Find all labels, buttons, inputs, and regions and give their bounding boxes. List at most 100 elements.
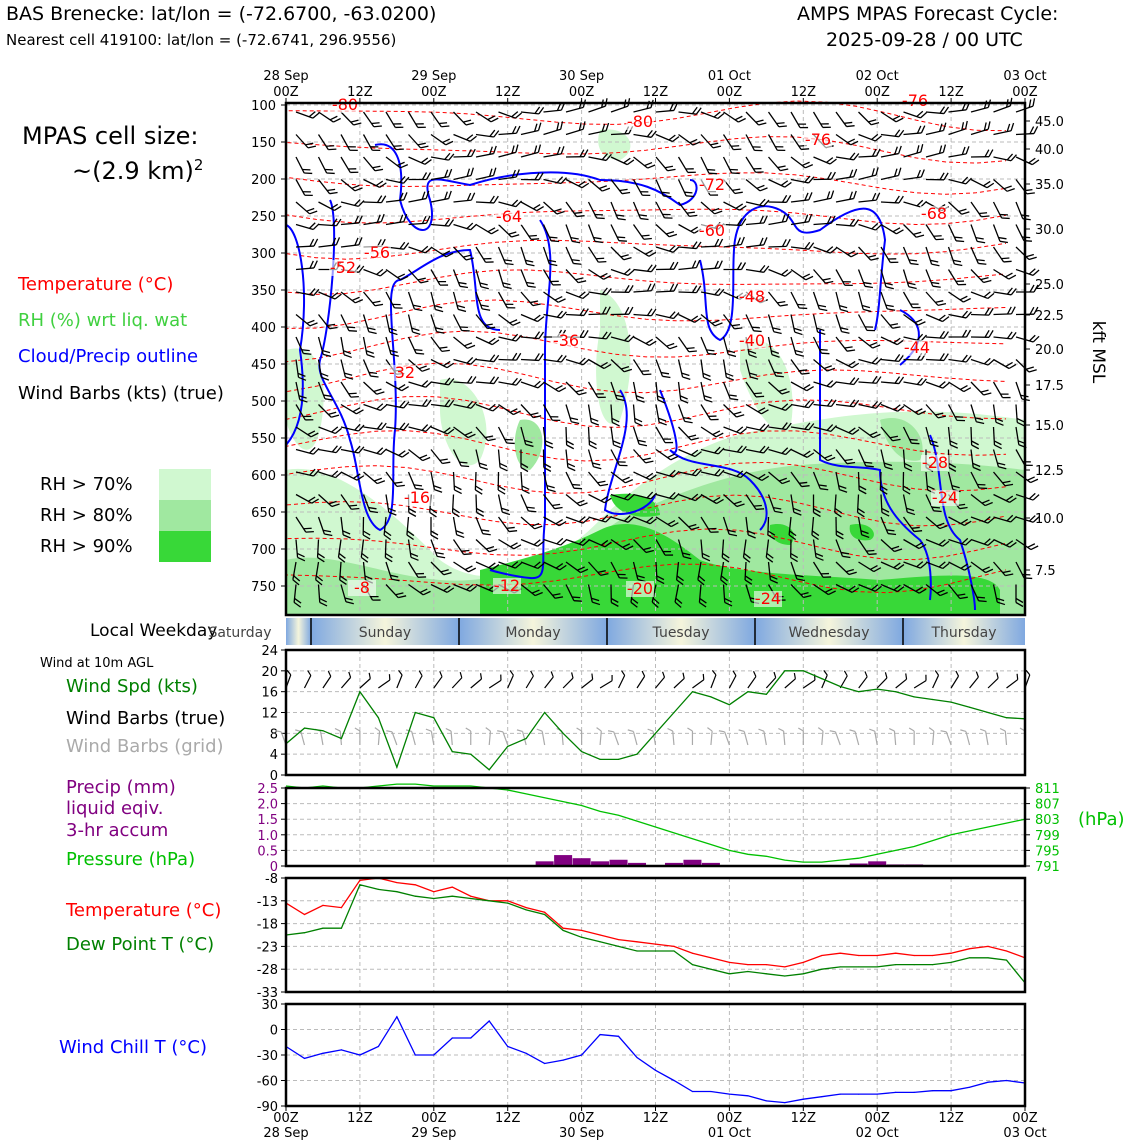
wind-barb [674, 584, 683, 608]
wind-barb-flag [347, 326, 356, 329]
wind-barb-staff [790, 268, 807, 281]
wind-barb-staff [948, 178, 967, 185]
wind-barb-flag [657, 399, 666, 404]
wind-barb [295, 336, 312, 355]
wind-barb-flag [489, 195, 495, 204]
top-hour-label: 00Z [569, 85, 595, 100]
true-wind-barb-flag [530, 670, 534, 677]
wind-barb-flag [503, 259, 513, 262]
wind-barb-staff [385, 178, 404, 184]
wind-barb-flag [490, 117, 499, 123]
wind-barb-staff [497, 269, 505, 287]
wind-barb [632, 179, 651, 196]
wind-barb-flag [354, 199, 361, 206]
dewpoint-line-point [340, 927, 343, 929]
wind-barb [856, 494, 865, 518]
wind-barb-flag [830, 190, 835, 199]
wind-barb-staff [902, 269, 910, 287]
wind-barb [970, 426, 980, 450]
wind-barb [452, 516, 465, 539]
wind-barb-flag [515, 125, 521, 134]
wind-barb [993, 331, 1017, 340]
wind-barb [722, 516, 738, 537]
wind-barb-flag [932, 285, 941, 288]
wind-barb-flag [628, 306, 634, 315]
wind-barb [632, 404, 643, 427]
wind-barb-flag [715, 432, 724, 438]
wind-barb-flag [883, 462, 893, 467]
wind-barb-flag [312, 112, 320, 119]
wind-barb-flag [419, 588, 428, 594]
wind-barb [565, 246, 582, 265]
wind-barb [745, 134, 763, 152]
wind-barb-flag [650, 308, 657, 317]
wind-barb [610, 179, 631, 195]
pressure-label: Pressure (hPa) [66, 849, 196, 870]
contour-label-bg [403, 490, 431, 506]
wind-barb-flag [502, 282, 511, 286]
wind-barb-flag [736, 218, 743, 226]
wind-barb-flag [937, 303, 947, 307]
wind-barb-staff [947, 426, 952, 445]
true-wind-barb-flag [348, 671, 352, 678]
wind-barb [632, 224, 652, 240]
contour-label-bg [626, 581, 654, 597]
true-wind-barb-staff [451, 677, 463, 689]
wind-barb [497, 246, 514, 266]
wind-barb-flag [682, 376, 691, 380]
wind-barb-flag [625, 545, 634, 551]
wind-barb-staff [430, 358, 448, 369]
wind-barb-flag [805, 275, 814, 281]
wind-barb [318, 237, 341, 248]
wind-barb-flag [582, 517, 590, 524]
wind-barb-flag [765, 556, 774, 563]
wind-barb-flag [1016, 421, 1025, 427]
station-title: BAS Brenecke: lat/lon = (-72.6700, -63.0… [6, 3, 437, 25]
top-hour-label: 12Z [791, 85, 817, 100]
wind-speed-line-point [932, 698, 934, 701]
wind-barb [902, 494, 916, 516]
wind-barb-staff [565, 516, 584, 524]
wind-barb-flag [418, 576, 427, 578]
wind-barb-staff [543, 201, 558, 215]
wind-barb [1015, 268, 1040, 276]
wind-barb [947, 404, 966, 422]
wind-chill-line-point [802, 1098, 804, 1100]
wind-barb [880, 583, 905, 593]
wind-barb-staff [317, 156, 328, 174]
grid-wind-barb-flag [707, 727, 713, 732]
wind-barb-flag [1001, 217, 1010, 220]
wind-barb-flag [351, 507, 360, 510]
wind-barb-staff [610, 246, 625, 261]
wind-barb-flag [482, 533, 491, 536]
wind-barb [970, 381, 992, 396]
wind-barb [543, 354, 567, 363]
wind-barb-staff [1015, 201, 1024, 219]
wind-barb-flag [781, 239, 787, 247]
kft-tick-label: 35.0 [1035, 178, 1064, 193]
wind-barb [565, 404, 580, 425]
wind-barb-flag [710, 142, 719, 146]
wind-barb-flag [736, 445, 743, 453]
wind-barb-flag [350, 171, 359, 174]
wind-barb-flag [892, 115, 901, 121]
wind-barb-staff [385, 336, 392, 355]
wind-barb-flag [894, 168, 898, 177]
wind-barb-flag [801, 485, 810, 488]
wind-barb-flag [739, 427, 747, 434]
wind-barb [498, 169, 520, 181]
wind-barb-staff [452, 291, 459, 310]
wind-barb-staff [993, 471, 1006, 487]
wind-barb-flag [463, 119, 472, 123]
wind-barb [565, 493, 588, 507]
wind-barb [903, 110, 928, 119]
wind-barb-flag [1010, 515, 1018, 523]
wind-barb [520, 224, 540, 241]
wind-barb [295, 111, 320, 119]
wind-barb-flag [493, 354, 500, 363]
wind-barb-staff [700, 111, 719, 120]
wind-barb-staff [453, 561, 469, 573]
wind-barb-staff [610, 132, 630, 136]
wind-barb-flag [916, 199, 924, 207]
